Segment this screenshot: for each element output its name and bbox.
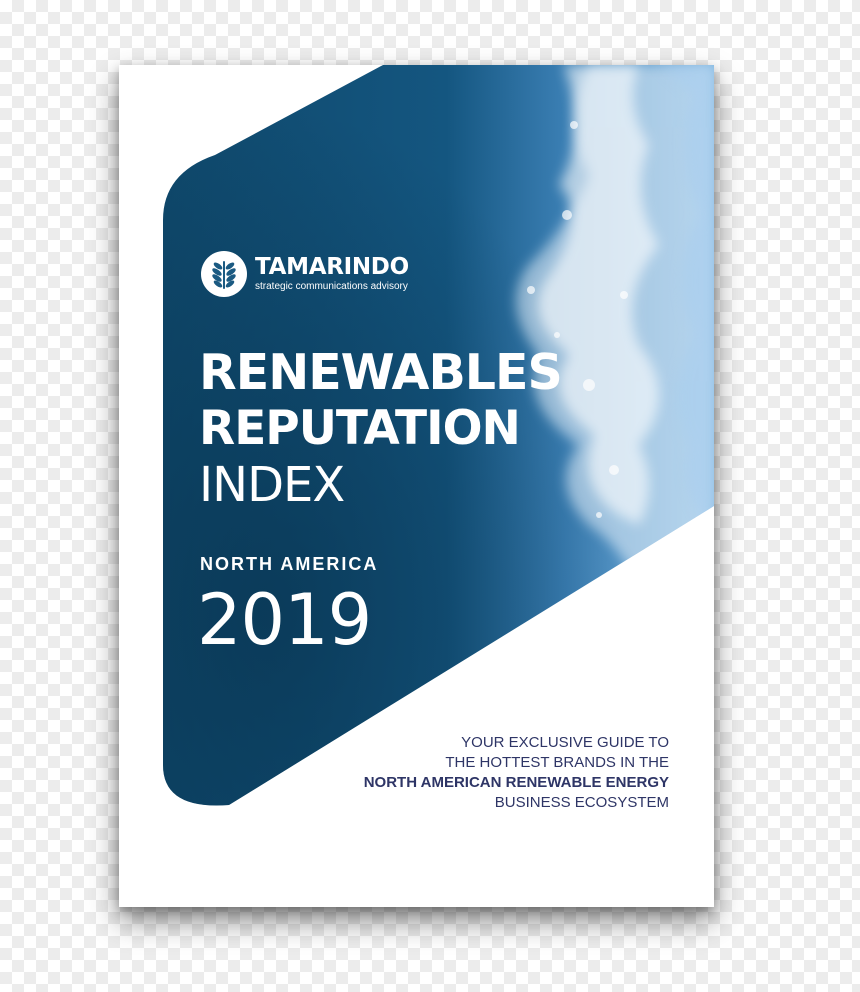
title-line-2: REPUTATION	[199, 401, 521, 456]
brand-logo: TAMARINDO strategic communications advis…	[201, 251, 409, 297]
cover-blurb: YOUR EXCLUSIVE GUIDE TO THE HOTTEST BRAN…	[364, 733, 669, 813]
blurb-line-4: BUSINESS ECOSYSTEM	[494, 794, 669, 811]
logo-text: TAMARINDO strategic communications advis…	[255, 255, 409, 293]
leaf-icon	[201, 251, 247, 297]
blurb-line-1: YOUR EXCLUSIVE GUIDE TO	[461, 734, 669, 751]
blurb-line-3: NORTH AMERICAN RENEWABLE ENERGY	[363, 774, 669, 791]
brand-name: TAMARINDO	[255, 254, 409, 280]
title-line-3: INDEX	[199, 457, 345, 513]
year-label: 2019	[197, 579, 372, 661]
ocean-aerial-image	[163, 65, 714, 806]
report-title: RENEWABLES REPUTATION INDEX	[199, 344, 563, 514]
brand-tagline: strategic communications advisory	[255, 281, 408, 292]
title-line-1: RENEWABLES	[199, 344, 563, 401]
region-label: NORTH AMERICA	[200, 554, 379, 574]
report-cover: TAMARINDO strategic communications advis…	[119, 65, 714, 907]
blurb-line-2: THE HOTTEST BRANDS IN THE	[445, 754, 669, 771]
